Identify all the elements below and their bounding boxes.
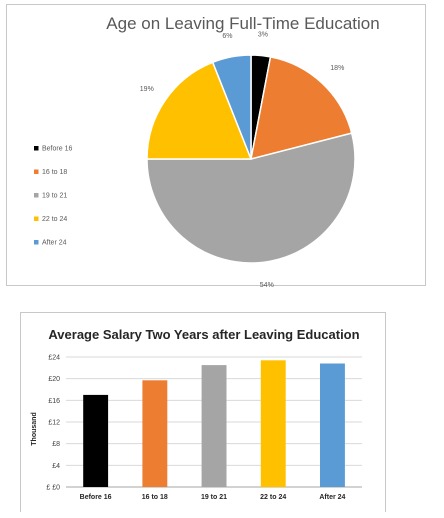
legend-swatch-16-to-18 — [34, 169, 39, 174]
legend-swatch-after-24 — [34, 240, 39, 245]
pie-data-label-before-16: 3% — [258, 32, 268, 39]
legend-label-before-16: Before 16 — [42, 146, 72, 153]
x-tick-label-19-to-21: 19 to 21 — [201, 494, 227, 501]
pie-data-label-19-to-21: 54% — [260, 282, 274, 287]
x-tick-label-before-16: Before 16 — [80, 494, 112, 501]
legend-swatch-19-to-21 — [34, 193, 39, 198]
y-tick-label: £ £0 — [46, 485, 60, 492]
pie-slice-16-to-18 — [250, 55, 353, 161]
pie-slice-after-24 — [211, 54, 252, 160]
x-tick-label-22-to-24: 22 to 24 — [260, 494, 286, 501]
legend-label-16-to-18: 16 to 18 — [42, 169, 67, 176]
y-tick-label: £4 — [52, 463, 60, 470]
y-tick-label: £8 — [52, 441, 60, 448]
bar-19-to-21 — [201, 365, 227, 487]
pie-chart-panel: Age on Leaving Full-Time Education 3% 18%… — [6, 4, 426, 289]
pie-slice-19-to-21 — [146, 132, 356, 264]
bar-chart-title: Average Salary Two Years after Leaving E… — [48, 327, 359, 342]
bar-after-24 — [320, 363, 345, 487]
y-tick-label: £24 — [48, 355, 60, 362]
y-axis-title: Thousand — [31, 412, 38, 445]
legend-label-22-to-24: 22 to 24 — [42, 216, 67, 223]
legend-label-after-24: After 24 — [42, 240, 67, 247]
legend-label-19-to-21: 19 to 21 — [42, 193, 67, 200]
bar-16-to-18 — [142, 380, 168, 487]
x-tick-label-after-24: After 24 — [319, 494, 345, 501]
pie-slice-22-to-24 — [146, 61, 253, 160]
pie-data-label-after-24: 6% — [222, 33, 232, 40]
pie-chart-title: Age on Leaving Full-Time Education — [106, 14, 379, 33]
legend-swatch-22-to-24 — [34, 216, 39, 221]
y-tick-label: £16 — [48, 398, 60, 405]
bar-chart-panel: Average Salary Two Years after Leaving E… — [20, 312, 386, 512]
pie-data-label-16-to-18: 18% — [330, 65, 344, 72]
bar-chart: Average Salary Two Years after Leaving E… — [31, 327, 362, 501]
pie-data-label-22-to-24: 19% — [140, 86, 154, 93]
bar-22-to-24 — [260, 360, 286, 488]
y-tick-label: £12 — [48, 420, 60, 427]
x-tick-label-16-to-18: 16 to 18 — [142, 494, 168, 501]
bar-before-16 — [83, 394, 109, 487]
legend-swatch-before-16 — [34, 146, 39, 151]
pie-chart: Age on Leaving Full-Time Education 3% 18%… — [34, 14, 380, 289]
y-tick-label: £20 — [48, 376, 60, 383]
